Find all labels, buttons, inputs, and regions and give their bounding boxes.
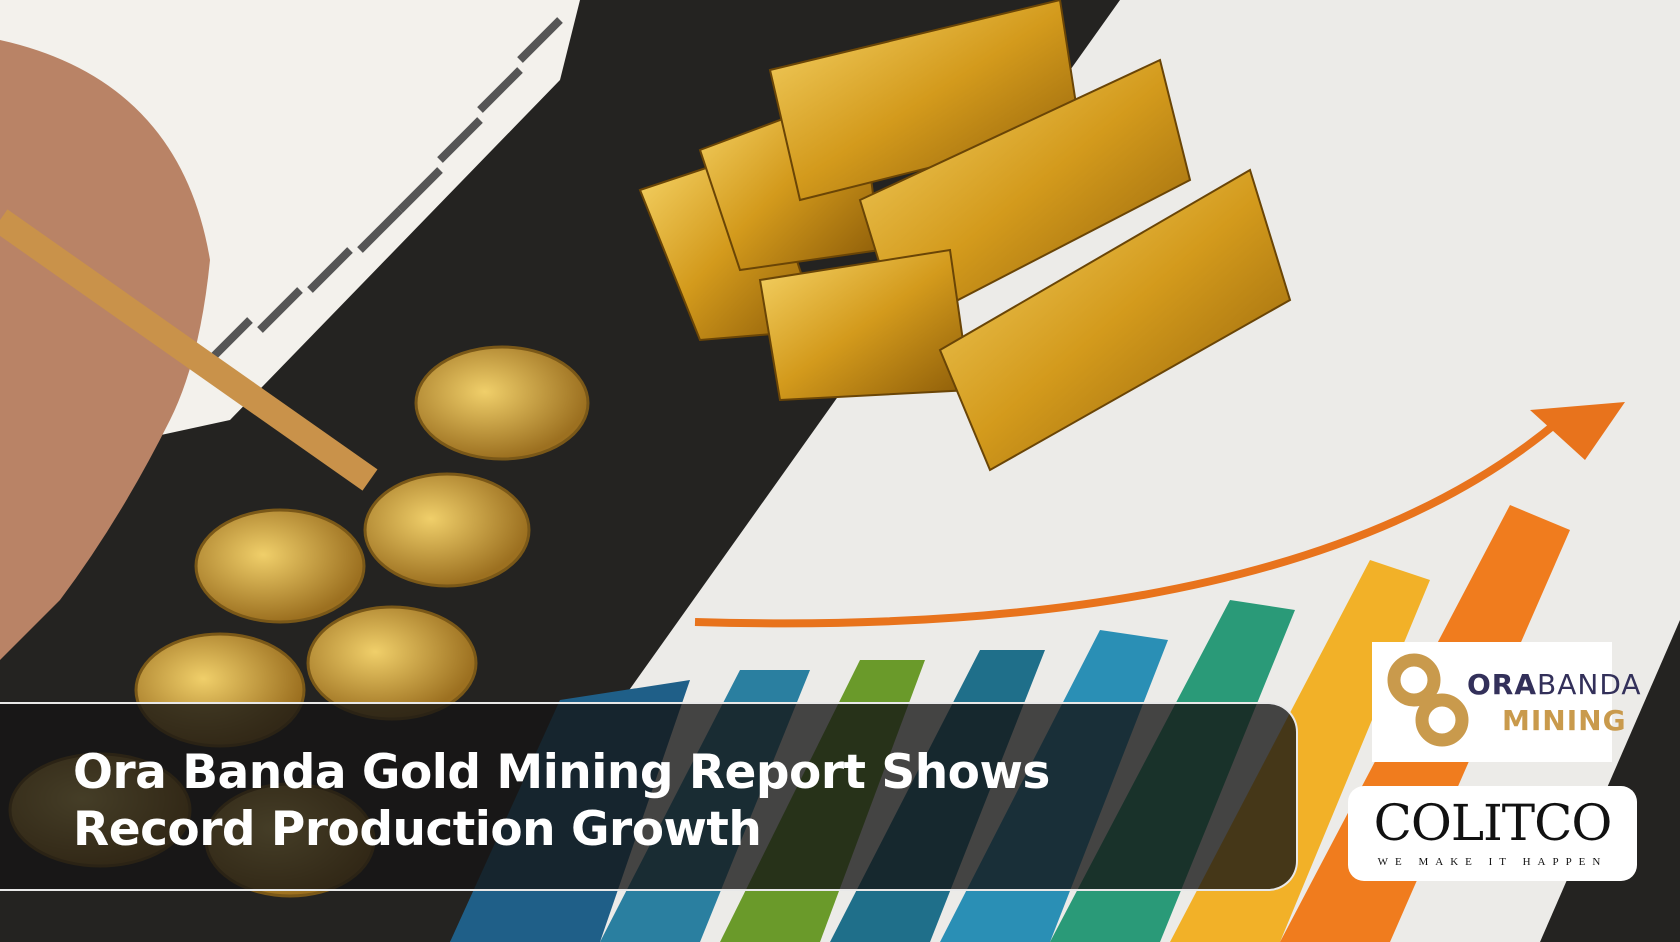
- headline-banner: Ora Banda Gold Mining Report Shows Recor…: [0, 702, 1298, 891]
- headline: Ora Banda Gold Mining Report Shows Recor…: [73, 745, 1050, 857]
- ora-banda-mining-logo: ORABANDA MINING: [1372, 642, 1641, 762]
- growth-arrow: [694, 416, 1563, 628]
- colitco-wordmark: COLITCO: [1373, 794, 1613, 852]
- pencil: [0, 209, 378, 491]
- colitco-tagline: WE MAKE IT HAPPEN: [1377, 856, 1608, 868]
- gold-bars: [638, 0, 1292, 472]
- ora-banda-emblem-icon: [1387, 653, 1469, 747]
- notebook-spiral: [207, 17, 563, 363]
- arrow-head: [1530, 402, 1625, 460]
- hand: [0, 40, 210, 660]
- mining-wordmark: MINING: [1502, 704, 1627, 737]
- ora-banda-wordmark: ORABANDA: [1467, 668, 1642, 701]
- colitco-logo: COLITCO WE MAKE IT HAPPEN: [1348, 786, 1637, 881]
